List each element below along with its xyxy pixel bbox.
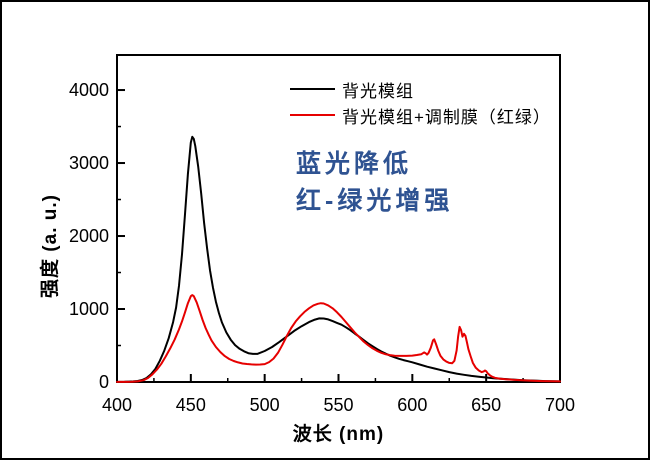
x-tick-label-700: 700 bbox=[545, 395, 575, 415]
x-tick-label-550: 550 bbox=[323, 395, 353, 415]
x-tick-label-500: 500 bbox=[250, 395, 280, 415]
x-tick-label-450: 450 bbox=[176, 395, 206, 415]
x-tick-label-600: 600 bbox=[397, 395, 427, 415]
series-curve-0 bbox=[116, 135, 561, 383]
legend: 背光模组 背光模组+调制膜（红绿） bbox=[290, 79, 551, 127]
x-tick-label-400: 400 bbox=[102, 395, 132, 415]
annotation-line-2: 红-绿光增强 bbox=[296, 187, 454, 215]
legend-line-black bbox=[290, 88, 335, 90]
y-tick-label-3000: 3000 bbox=[69, 153, 109, 173]
y-tick-label-0: 0 bbox=[99, 372, 109, 392]
legend-item-backlight: 背光模组 bbox=[290, 79, 551, 101]
annotation-text: 蓝光降低 红-绿光增强 bbox=[296, 146, 453, 220]
annotation-line-1: 蓝光降低 bbox=[296, 150, 413, 178]
x-tick-label-650: 650 bbox=[471, 395, 501, 415]
y-tick-label-1000: 1000 bbox=[69, 299, 109, 319]
y-axis-title: 强度 (a. u.) bbox=[40, 194, 61, 298]
series-curve-1 bbox=[116, 294, 561, 383]
x-axis-title: 波长 (nm) bbox=[292, 424, 385, 445]
legend-label-backlight: 背光模组 bbox=[342, 81, 414, 101]
y-tick-label-2000: 2000 bbox=[69, 226, 109, 246]
legend-line-red bbox=[290, 114, 335, 116]
legend-item-backlight-film: 背光模组+调制膜（红绿） bbox=[290, 105, 551, 127]
legend-label-backlight-film: 背光模组+调制膜（红绿） bbox=[342, 107, 551, 127]
y-tick-label-4000: 4000 bbox=[69, 80, 109, 100]
